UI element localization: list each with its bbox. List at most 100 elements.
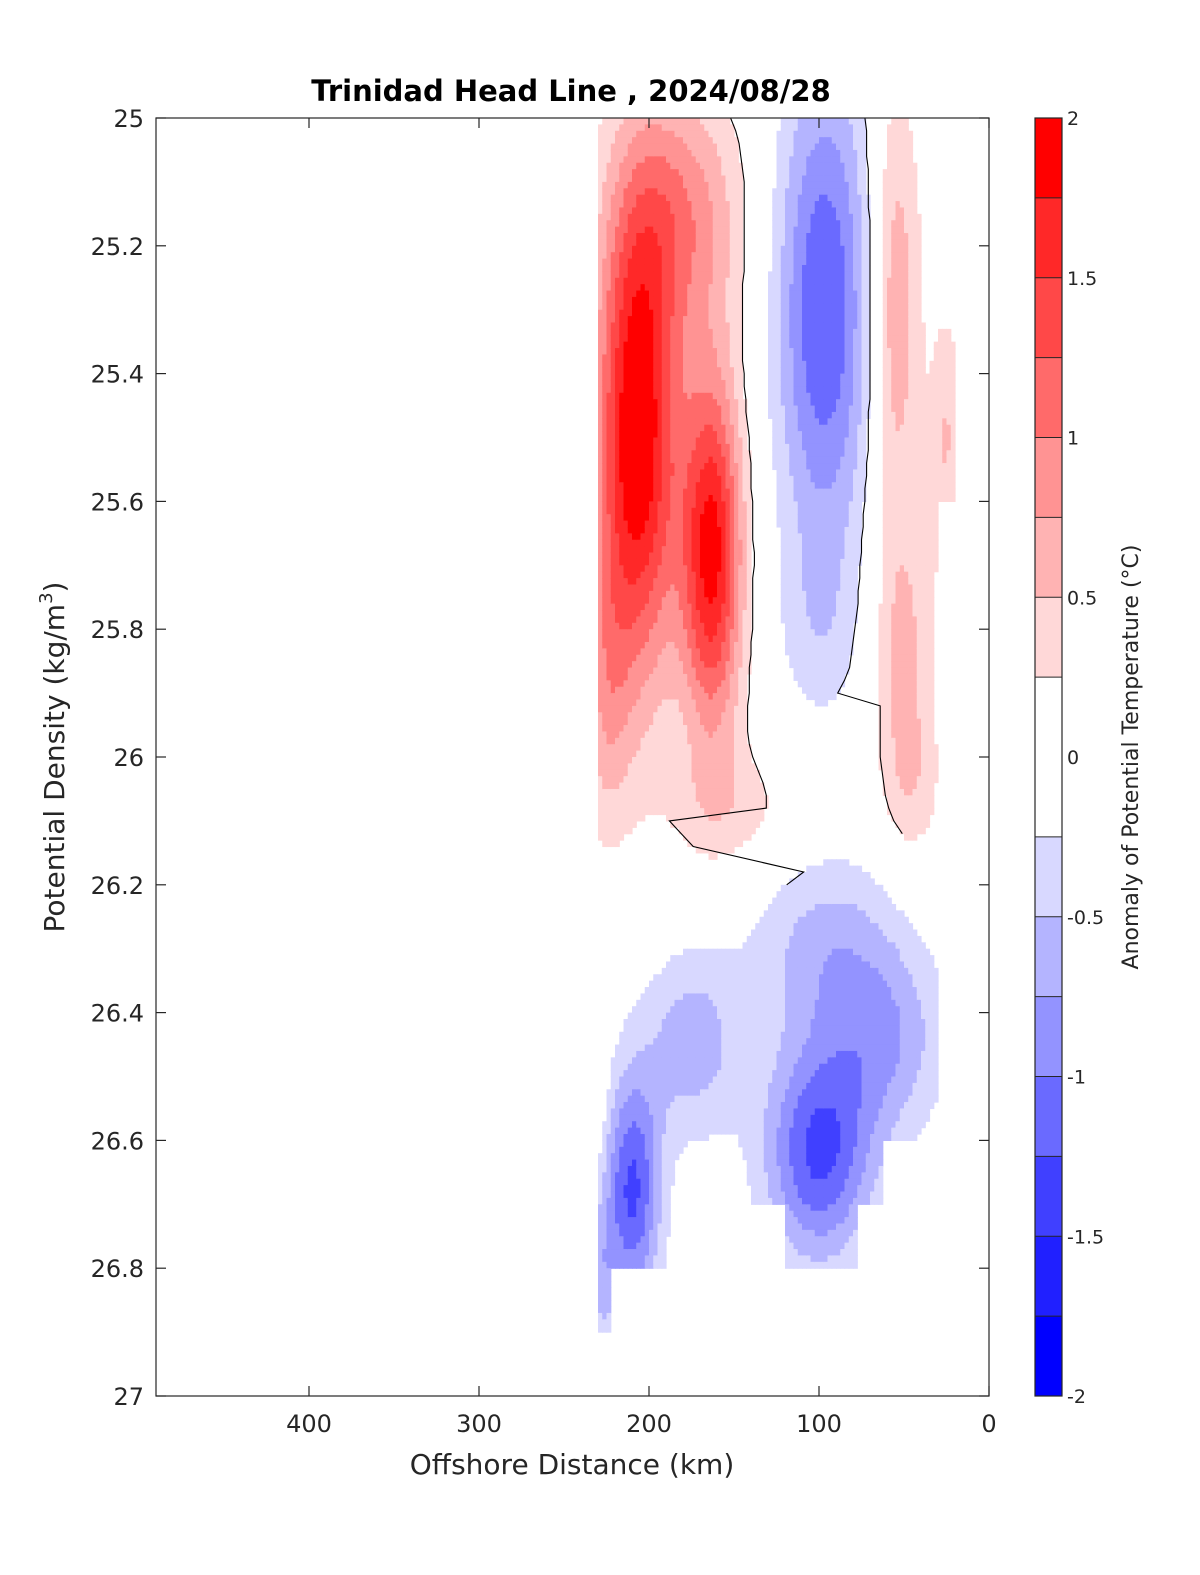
contour-cell [708,795,714,803]
contour-cell [661,680,667,688]
contour-cell [649,118,654,125]
contour-cell [717,169,722,177]
contour-cell [734,264,739,272]
contour-cell [619,699,625,707]
contour-cell [619,1140,625,1148]
contour-cell [700,1044,705,1052]
contour-cell [606,1268,612,1276]
contour-cell [606,610,612,618]
contour-cell [717,130,722,138]
contour-cell [615,1146,620,1154]
contour-cell [619,725,625,733]
contour-cell [602,622,608,630]
contour-cell [640,616,646,624]
contour-cell [734,750,739,758]
contour-cell [632,399,637,407]
contour-cell [623,744,629,752]
contour-cell [734,1063,739,1071]
contour-cell [598,130,603,138]
contour-cell [619,392,625,400]
contour-cell [632,1255,637,1263]
contour-cell [636,495,642,502]
contour-cell [683,750,688,758]
contour-cell [678,712,684,720]
contour-cell [610,686,616,694]
contour-cell [721,648,727,656]
contour-cell [661,239,667,247]
contour-cell [734,673,739,681]
contour-cell [610,1140,616,1148]
contour-cell [627,526,633,534]
contour-cell [623,699,629,707]
contour-cell [729,948,735,956]
contour-cell [606,1229,612,1237]
contour-cell [695,296,701,304]
contour-cell [636,699,642,707]
contour-cell [636,801,642,809]
contour-cell [644,808,650,816]
contour-cell [657,795,663,803]
contour-cell [670,220,676,228]
contour-cell [674,769,680,777]
contour-cell [627,1236,633,1244]
contour-cell [606,424,612,432]
contour-cell [653,1191,659,1199]
contour-cell [640,558,646,566]
contour-cell [691,718,697,726]
contour-cell [738,328,744,336]
contour-cell [602,1178,608,1186]
contour-cell [653,565,659,573]
contour-cell [623,1082,629,1090]
contour-cell [700,507,705,515]
contour-cell [649,360,654,368]
contour-cell [734,201,739,209]
contour-cell [619,597,625,605]
contour-cell [649,1006,654,1014]
contour-cell [717,558,722,566]
contour-cell [712,1089,718,1097]
contour-cell [602,693,608,701]
contour-cell [704,584,710,592]
contour-cell [661,1242,667,1250]
contour-cell [734,252,739,260]
contour-cell [691,264,697,272]
contour-cell [674,450,680,458]
contour-cell [725,1063,731,1071]
contour-cell [644,776,650,784]
contour-cell [670,399,676,407]
contour-cell [687,980,693,988]
contour-cell [602,597,608,605]
contour-cell [627,213,633,221]
contour-cell [725,341,731,349]
contour-cell [717,213,722,221]
contour-cell [657,1242,663,1250]
contour-cell [695,814,701,822]
contour-cell [644,693,650,701]
contour-cell [644,520,650,528]
contour-cell [661,648,667,656]
contour-cell [704,718,710,726]
contour-cell [725,443,731,451]
contour-cell [644,1197,650,1205]
contour-cell [653,533,659,541]
contour-cell [738,725,744,733]
contour-cell [657,987,663,995]
contour-cell [615,437,620,445]
contour-cell [644,149,650,157]
contour-cell [687,379,693,387]
contour-cell [708,788,714,796]
contour-cell [632,635,637,643]
contour-cell [704,418,710,426]
contour-cell [678,641,684,649]
contour-cell [619,245,625,253]
contour-cell [738,827,744,835]
contour-cell [619,552,625,560]
contour-cell [708,296,714,304]
contour-cell [606,1108,612,1116]
contour-cell [674,1121,680,1129]
contour-cell [674,264,680,272]
contour-cell [636,175,642,183]
contour-cell [691,156,697,164]
contour-cell [636,156,642,164]
contour-cell [610,680,616,688]
